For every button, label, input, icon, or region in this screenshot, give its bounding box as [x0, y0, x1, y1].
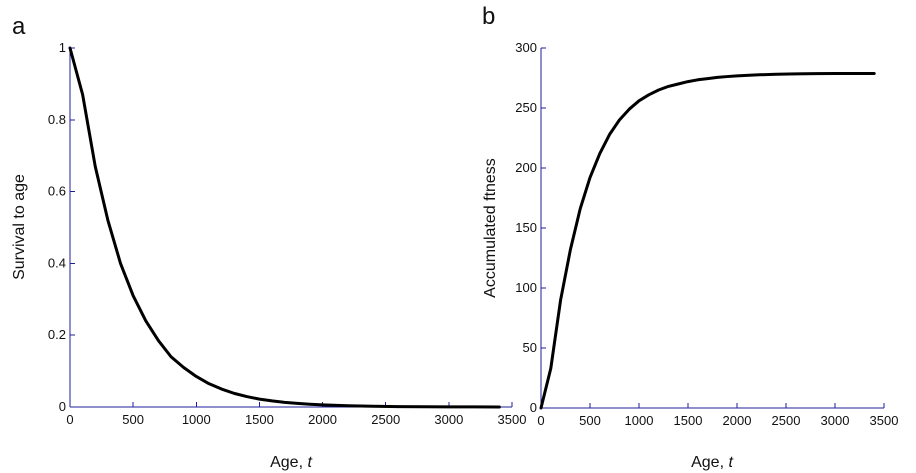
panel-b-x-tick-label: 0	[537, 413, 544, 428]
panel-b-fitness-line	[539, 71, 876, 410]
panel-a: a 0 500 1000 1500 2000 2500 3000 3500 0 0.2 0.4 0.…	[11, 13, 526, 471]
panel-b-y-ticks: 0 50 100 150 200 250 300	[515, 40, 546, 415]
panel-a-x-label: Age, t	[270, 454, 312, 471]
panel-b-y-tick-label: 200	[515, 160, 537, 175]
panel-a-x-label-var: t	[307, 454, 312, 471]
panel-a-survival-line	[68, 46, 501, 409]
panel-b-y-tick-label: 300	[515, 40, 537, 55]
panel-a-y-tick-label: 1	[59, 40, 66, 55]
panel-a-y-tick-label: 0.8	[48, 112, 66, 127]
panel-b-label: b	[482, 3, 495, 30]
panel-a-x-tick-label: 1500	[245, 412, 274, 427]
panel-b-x-tick-label: 1000	[625, 413, 654, 428]
panel-b-y-tick-label: 250	[515, 100, 537, 115]
panel-a-y-ticks: 0 0.2 0.4 0.6 0.8 1	[48, 40, 75, 414]
panel-a-x-tick-label: 2000	[308, 412, 337, 427]
panel-a-x-tick-label: 2500	[371, 412, 400, 427]
panel-b-x-tick-label: 3000	[821, 413, 850, 428]
panel-a-x-ticks: 0 500 1000 1500 2000 2500 3000 3500	[66, 402, 526, 427]
panel-a-x-tick-label: 3000	[434, 412, 463, 427]
panel-b-x-tick-label: 2500	[772, 413, 801, 428]
panel-b-y-tick-label: 100	[515, 280, 537, 295]
panel-b-x-label: Age, t	[691, 454, 733, 471]
panel-b-x-label-var: t	[728, 454, 733, 471]
panel-b-x-ticks: 0 500 1000 1500 2000 2500 3000 3500	[537, 403, 898, 428]
panel-a-y-tick-label: 0	[59, 399, 66, 414]
panel-b-x-tick-label: 500	[579, 413, 601, 428]
panel-a-x-label-text: Age,	[270, 454, 307, 471]
panel-b-y-tick-label: 50	[523, 340, 537, 355]
panel-a-x-tick-label: 3500	[498, 412, 527, 427]
panel-b-y-tick-label: 150	[515, 220, 537, 235]
panel-b-x-tick-label: 2000	[723, 413, 752, 428]
panel-b-x-tick-label: 1500	[674, 413, 703, 428]
panel-a-y-tick-label: 0.2	[48, 327, 66, 342]
panel-a-y-tick-label: 0.6	[48, 184, 66, 199]
panel-a-x-tick-label: 0	[66, 412, 73, 427]
panel-b-y-tick-label: 0	[530, 400, 537, 415]
panel-a-y-label: Survival to age	[11, 174, 28, 280]
panel-a-x-tick-label: 1000	[182, 412, 211, 427]
panel-b-x-tick-label: 3500	[870, 413, 899, 428]
panel-a-label: a	[12, 13, 26, 40]
panel-b: b 0 500 1000 1500 2000 2500 3000 3500 0 50 100 150…	[482, 3, 898, 471]
panel-b-y-label: Accumulated ftness	[482, 158, 499, 298]
panel-b-x-label-text: Age,	[691, 454, 728, 471]
panel-a-x-tick-label: 500	[122, 412, 144, 427]
panel-a-y-tick-label: 0.4	[48, 255, 66, 270]
